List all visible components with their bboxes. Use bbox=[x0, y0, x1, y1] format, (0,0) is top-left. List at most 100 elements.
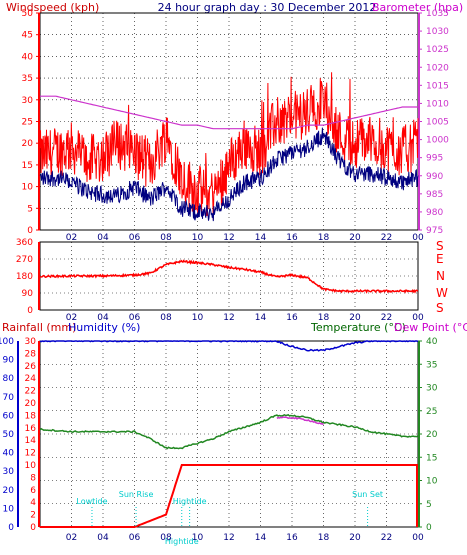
rain-ytick-label: 0 bbox=[30, 523, 36, 533]
wind-xtick-label: 12 bbox=[223, 233, 234, 243]
wind-ytick-label: 45 bbox=[22, 31, 33, 41]
baro-ytick-label: 1005 bbox=[426, 118, 449, 128]
avg-wind-series-line bbox=[39, 127, 419, 222]
wind-ytick-label: 20 bbox=[22, 139, 34, 149]
rain-ytick-label: 18 bbox=[25, 411, 37, 421]
rain-ytick-label: 4 bbox=[30, 498, 36, 508]
humidity-ytick-label: 30 bbox=[3, 467, 15, 477]
rainfall-label: Rainfall (mm) bbox=[2, 321, 76, 334]
barometer-series-line bbox=[40, 95, 418, 130]
climate-xtick-label: 16 bbox=[286, 533, 298, 543]
climate-xtick-label: 00 bbox=[412, 533, 424, 543]
wind-xtick-label: 18 bbox=[318, 233, 330, 243]
baro-ytick-label: 1000 bbox=[426, 136, 449, 146]
wind-ytick-label: 25 bbox=[22, 118, 33, 128]
rain-ytick-label: 28 bbox=[25, 349, 37, 359]
temperature-label: Temperature (°C) bbox=[310, 321, 406, 334]
rain-ytick-label: 14 bbox=[25, 436, 37, 446]
wind-ytick-label: 35 bbox=[22, 74, 33, 84]
temperature-series-line bbox=[39, 413, 419, 450]
annotation-label: Lowtide bbox=[76, 497, 107, 506]
baro-ytick-label: 995 bbox=[426, 154, 443, 164]
rainfall-series-line bbox=[40, 464, 418, 528]
baro-ytick-label: 980 bbox=[426, 208, 443, 218]
direction-xtick-label: 12 bbox=[223, 313, 234, 323]
direction-xtick-label: 04 bbox=[97, 313, 109, 323]
compass-label: S bbox=[436, 239, 444, 253]
rain-ytick-label: 20 bbox=[25, 399, 37, 409]
rain-ytick-label: 22 bbox=[25, 387, 36, 397]
compass-label: W bbox=[436, 286, 448, 300]
rain-ytick-label: 2 bbox=[30, 511, 36, 521]
wind-ytick-label: 0 bbox=[27, 226, 33, 236]
temp-ytick-label: 5 bbox=[426, 500, 432, 510]
wind-direction-series-line bbox=[39, 259, 419, 294]
gust-series-line bbox=[39, 72, 419, 220]
wind-ytick-label: 40 bbox=[22, 52, 34, 62]
annotation-label: Hightide bbox=[173, 497, 207, 506]
climate-xtick-label: 20 bbox=[349, 533, 361, 543]
direction-ytick-label: 0 bbox=[27, 306, 33, 316]
humidity-ytick-label: 70 bbox=[3, 393, 15, 403]
annotation-label: Hightide bbox=[165, 537, 199, 546]
direction-xtick-label: 22 bbox=[381, 313, 392, 323]
temp-ytick-label: 35 bbox=[426, 360, 437, 370]
dewpoint-series-line bbox=[276, 416, 324, 426]
direction-xtick-label: 02 bbox=[66, 313, 77, 323]
climate-xtick-label: 08 bbox=[160, 533, 172, 543]
compass-label: E bbox=[436, 252, 444, 266]
baro-ytick-label: 1010 bbox=[426, 99, 449, 109]
direction-ytick-label: 180 bbox=[16, 272, 33, 282]
direction-xtick-label: 14 bbox=[255, 313, 267, 323]
temp-ytick-label: 0 bbox=[426, 523, 432, 533]
annotation-label: Sun Rise bbox=[119, 490, 154, 499]
rain-ytick-label: 10 bbox=[25, 461, 37, 471]
humidity-ytick-label: 50 bbox=[3, 430, 15, 440]
baro-ytick-label: 1030 bbox=[426, 27, 449, 37]
wind-ytick-label: 30 bbox=[22, 96, 34, 106]
wind-ytick-label: 50 bbox=[22, 9, 34, 19]
direction-xtick-label: 00 bbox=[412, 313, 424, 323]
baro-ytick-label: 1020 bbox=[426, 63, 449, 73]
wind-xtick-label: 14 bbox=[255, 233, 267, 243]
annotation-label: Sun Set bbox=[352, 490, 383, 499]
dewpoint-label: Dew Point (°C) bbox=[394, 321, 467, 334]
climate-xtick-label: 18 bbox=[318, 533, 330, 543]
rain-ytick-label: 6 bbox=[30, 486, 36, 496]
humidity-ytick-label: 90 bbox=[3, 356, 15, 366]
humidity-ytick-label: 40 bbox=[3, 449, 15, 459]
windspeed-title: Windspeed (kph) bbox=[6, 1, 99, 14]
temp-ytick-label: 10 bbox=[426, 477, 438, 487]
humidity-ytick-label: 80 bbox=[3, 374, 15, 384]
wind-xtick-label: 10 bbox=[192, 233, 204, 243]
baro-ytick-label: 985 bbox=[426, 190, 443, 200]
wind-xtick-label: 06 bbox=[129, 233, 141, 243]
wind-xtick-label: 04 bbox=[97, 233, 109, 243]
baro-ytick-label: 990 bbox=[426, 172, 443, 182]
humidity-ytick-label: 100 bbox=[0, 337, 14, 347]
temp-ytick-label: 30 bbox=[426, 384, 438, 394]
wind-xtick-label: 08 bbox=[160, 233, 172, 243]
wind-xtick-label: 02 bbox=[66, 233, 77, 243]
rain-ytick-label: 8 bbox=[30, 473, 36, 483]
humidity-ytick-label: 0 bbox=[8, 523, 14, 533]
direction-xtick-label: 16 bbox=[286, 313, 298, 323]
humidity-label: Humidity (%) bbox=[68, 321, 140, 334]
direction-ytick-label: 360 bbox=[16, 238, 33, 248]
baro-ytick-label: 1015 bbox=[426, 81, 449, 91]
climate-xtick-label: 12 bbox=[223, 533, 234, 543]
humidity-ytick-label: 60 bbox=[3, 411, 15, 421]
wind-ytick-label: 15 bbox=[22, 161, 33, 171]
baro-ytick-label: 975 bbox=[426, 226, 443, 236]
temp-ytick-label: 40 bbox=[426, 337, 438, 347]
graph-title: 24 hour graph day : 30 December 2012 bbox=[158, 1, 377, 14]
compass-label: S bbox=[436, 301, 444, 315]
humidity-series-line bbox=[39, 340, 419, 352]
climate-xtick-label: 06 bbox=[129, 533, 141, 543]
climate-xtick-label: 22 bbox=[381, 533, 392, 543]
rain-ytick-label: 24 bbox=[25, 374, 37, 384]
rain-ytick-label: 30 bbox=[25, 337, 37, 347]
wind-ytick-label: 5 bbox=[27, 204, 33, 214]
direction-xtick-label: 08 bbox=[160, 313, 172, 323]
